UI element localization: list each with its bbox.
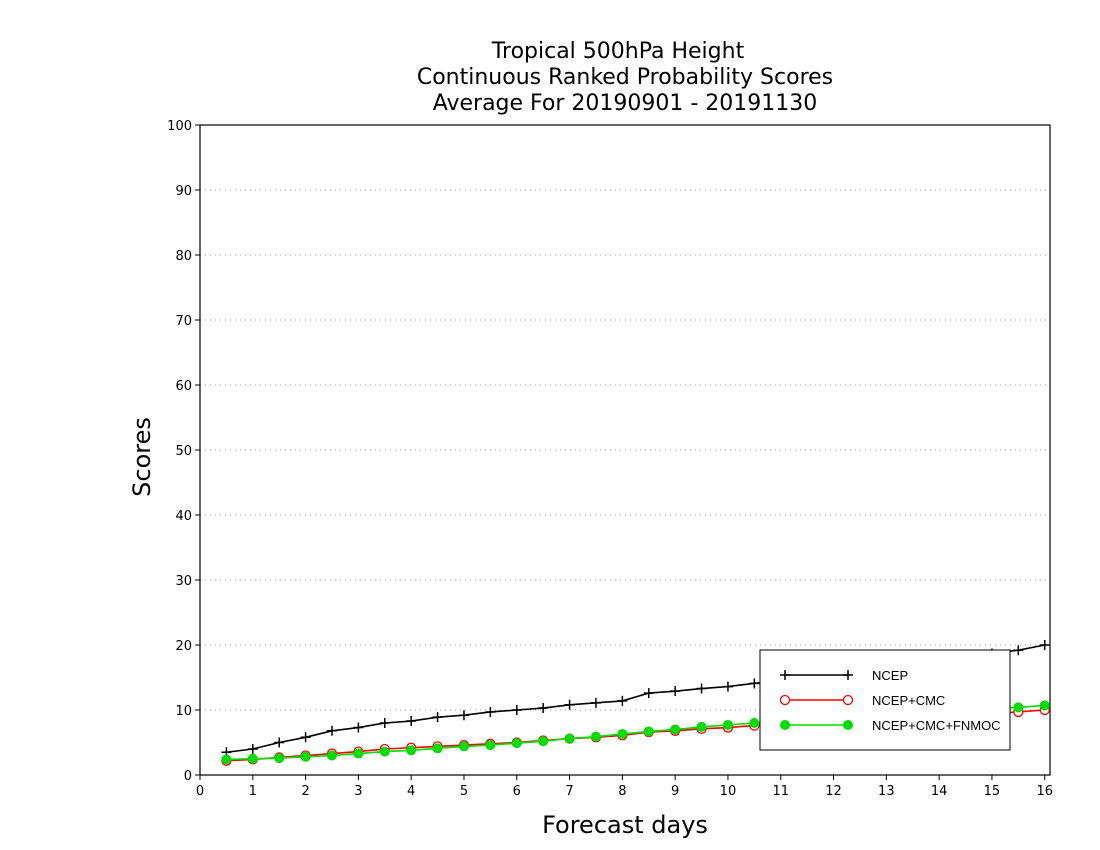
x-tick-label: 10 bbox=[720, 784, 737, 799]
data-point bbox=[406, 716, 417, 727]
data-point bbox=[353, 722, 364, 733]
data-point bbox=[485, 706, 496, 717]
x-tick-label: 1 bbox=[249, 784, 257, 799]
data-point bbox=[564, 733, 575, 744]
y-tick-label: 10 bbox=[175, 704, 192, 719]
data-point bbox=[1039, 640, 1050, 650]
y-axis-label: Scores bbox=[128, 417, 156, 497]
x-tick-label: 6 bbox=[513, 784, 521, 799]
legend-entry: NCEP bbox=[780, 668, 908, 683]
grid-lines bbox=[200, 189, 1050, 711]
x-tick-label: 0 bbox=[196, 784, 204, 799]
data-point bbox=[485, 740, 496, 751]
data-point bbox=[670, 724, 681, 735]
data-point bbox=[432, 712, 443, 723]
data-point bbox=[670, 686, 681, 697]
data-point bbox=[590, 731, 601, 742]
data-point bbox=[326, 725, 337, 736]
data-point bbox=[1039, 700, 1050, 711]
x-tick-label: 3 bbox=[354, 784, 362, 799]
x-tick-label: 13 bbox=[878, 784, 895, 799]
y-tick-label: 50 bbox=[175, 444, 192, 459]
data-point bbox=[564, 699, 575, 710]
data-point bbox=[432, 743, 443, 754]
x-tick-label: 2 bbox=[301, 784, 309, 799]
legend-label: NCEP+CMC bbox=[872, 693, 945, 708]
data-point bbox=[247, 753, 258, 764]
y-tick-label: 40 bbox=[175, 509, 192, 524]
x-tick-label: 7 bbox=[565, 784, 573, 799]
data-point bbox=[538, 703, 549, 714]
data-point bbox=[696, 683, 707, 694]
y-tick-label: 60 bbox=[175, 379, 192, 394]
data-point bbox=[1013, 645, 1024, 656]
legend-entry: NCEP+CMC+FNMOC bbox=[780, 718, 1001, 733]
y-tick-label: 30 bbox=[175, 574, 192, 589]
data-point bbox=[590, 697, 601, 708]
data-point bbox=[749, 678, 760, 689]
data-point bbox=[247, 744, 258, 754]
data-point bbox=[379, 718, 390, 728]
data-point bbox=[406, 745, 417, 756]
chart-title: Tropical 500hPa Height Continuous Ranked… bbox=[417, 39, 833, 116]
data-point bbox=[643, 688, 654, 699]
title-line-1: Tropical 500hPa Height bbox=[491, 39, 745, 64]
x-tick-label: 14 bbox=[931, 784, 948, 799]
data-point bbox=[458, 710, 469, 721]
y-tick-label: 70 bbox=[175, 314, 192, 329]
x-tick-label: 12 bbox=[825, 784, 842, 799]
data-point bbox=[353, 748, 364, 759]
data-point bbox=[221, 754, 232, 765]
data-point bbox=[749, 718, 760, 728]
data-point bbox=[1013, 702, 1024, 713]
data-point bbox=[617, 695, 628, 706]
data-point bbox=[511, 705, 522, 715]
legend-label: NCEP+CMC+FNMOC bbox=[872, 718, 1001, 733]
data-point bbox=[643, 726, 654, 737]
legend-entry: NCEP+CMC bbox=[779, 693, 945, 708]
data-point bbox=[300, 751, 311, 762]
data-point bbox=[538, 736, 549, 747]
legend-marker bbox=[843, 670, 853, 680]
data-point bbox=[326, 750, 337, 761]
data-point bbox=[511, 738, 522, 749]
x-tick-label: 16 bbox=[1036, 784, 1053, 799]
title-line-3: Average For 20190901 - 20191130 bbox=[433, 91, 818, 116]
legend-marker bbox=[843, 720, 853, 730]
y-tick-label: 100 bbox=[167, 119, 192, 134]
y-tick-label: 80 bbox=[175, 249, 192, 264]
x-tick-label: 11 bbox=[772, 784, 789, 799]
legend: NCEP NCEP+CMC NCEP+CMC+FNMOC bbox=[759, 649, 1011, 751]
data-point bbox=[696, 721, 707, 732]
x-tick-label: 4 bbox=[407, 784, 415, 799]
data-point bbox=[458, 741, 469, 752]
data-point bbox=[722, 681, 733, 692]
y-tick-label: 90 bbox=[175, 184, 192, 199]
data-point bbox=[300, 732, 311, 743]
x-tick-label: 9 bbox=[671, 784, 679, 799]
legend-marker bbox=[780, 670, 790, 680]
y-tick-label: 20 bbox=[175, 639, 192, 654]
data-point bbox=[379, 746, 390, 757]
data-point bbox=[274, 753, 285, 764]
legend-marker bbox=[842, 694, 854, 706]
x-tick-label: 5 bbox=[460, 784, 468, 799]
data-point bbox=[617, 729, 628, 740]
data-point bbox=[722, 719, 733, 730]
legend-label: NCEP bbox=[872, 668, 908, 683]
x-tick-label: 8 bbox=[618, 784, 626, 799]
data-point bbox=[274, 737, 285, 748]
x-axis-label: Forecast days bbox=[542, 811, 708, 839]
y-tick-label: 0 bbox=[184, 769, 192, 784]
x-tick-label: 15 bbox=[984, 784, 1001, 799]
legend-marker bbox=[780, 720, 790, 730]
title-line-2: Continuous Ranked Probability Scores bbox=[417, 65, 833, 90]
legend-marker bbox=[779, 694, 791, 706]
